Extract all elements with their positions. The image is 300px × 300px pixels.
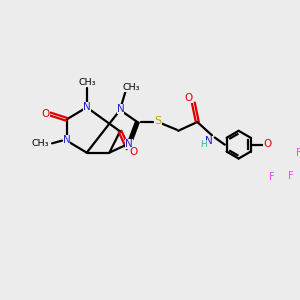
Text: CH₃: CH₃ <box>32 139 50 148</box>
Text: O: O <box>263 139 272 149</box>
Text: F: F <box>296 148 300 158</box>
Text: H: H <box>200 140 207 149</box>
Text: O: O <box>184 93 193 103</box>
Text: S: S <box>154 116 162 127</box>
Text: F: F <box>288 171 294 182</box>
Text: O: O <box>130 147 138 157</box>
Text: CH₃: CH₃ <box>78 78 96 87</box>
Text: N: N <box>206 136 213 146</box>
Text: O: O <box>41 109 50 119</box>
Text: N: N <box>63 135 70 146</box>
Text: F: F <box>269 172 275 182</box>
Text: CH₃: CH₃ <box>122 82 140 91</box>
Text: N: N <box>125 139 133 149</box>
Text: N: N <box>117 104 124 115</box>
Text: N: N <box>83 102 91 112</box>
